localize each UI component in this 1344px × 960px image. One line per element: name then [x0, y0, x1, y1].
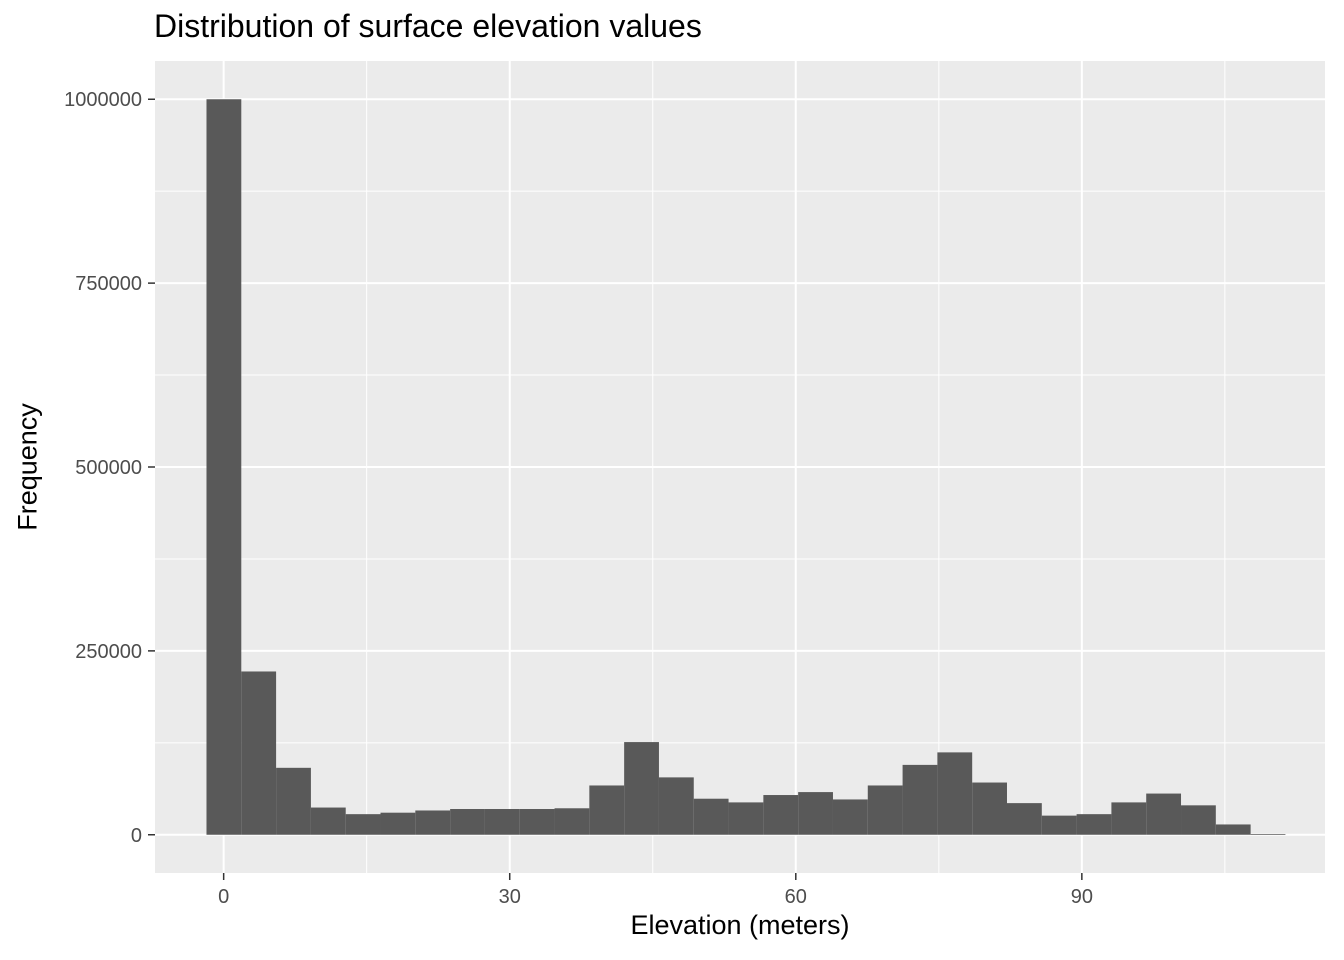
histogram-bar [589, 785, 625, 835]
y-tick-label: 1000000 [64, 89, 142, 111]
x-tick-label: 90 [1071, 886, 1093, 908]
histogram-bar [276, 767, 311, 835]
histogram-bar [519, 809, 555, 835]
histogram-bar [1215, 824, 1251, 835]
histogram-bar [624, 742, 659, 835]
histogram-bar [1181, 805, 1216, 835]
chart-title: Distribution of surface elevation values [154, 8, 702, 44]
y-axis-label: Frequency [12, 403, 43, 531]
histogram-bar [450, 809, 485, 835]
histogram-bar [728, 802, 764, 835]
histogram-bar [1041, 815, 1077, 835]
histogram-bar [484, 809, 520, 835]
histogram-bar [345, 814, 381, 835]
y-tick-label: 0 [131, 825, 142, 847]
histogram-bar [380, 812, 416, 835]
histogram-bar [1146, 793, 1182, 835]
histogram-bar [554, 808, 590, 835]
y-tick-label: 750000 [75, 273, 142, 295]
histogram-bar [1076, 814, 1112, 835]
histogram-bar [902, 764, 938, 835]
histogram-bar [1111, 802, 1147, 835]
y-tick-label: 250000 [75, 641, 142, 663]
x-tick-label: 30 [499, 886, 521, 908]
histogram-bar [763, 795, 799, 835]
histogram-bar [1250, 834, 1286, 835]
histogram-bar [241, 671, 277, 835]
histogram-bar [1006, 803, 1042, 835]
x-tick-label: 60 [785, 886, 807, 908]
histogram-bar [798, 792, 833, 835]
y-tick-label: 500000 [75, 457, 142, 479]
histogram-bar [658, 777, 694, 835]
histogram-bar [206, 99, 242, 835]
histogram-bar [867, 785, 903, 835]
x-axis-label: Elevation (meters) [630, 910, 850, 940]
histogram-bar [310, 807, 346, 835]
histogram-bar [693, 798, 729, 835]
histogram-bar [415, 810, 451, 835]
histogram-bar [972, 782, 1007, 835]
histogram-bar [832, 799, 868, 835]
x-tick-label: 0 [218, 886, 229, 908]
histogram-bar [937, 752, 973, 835]
